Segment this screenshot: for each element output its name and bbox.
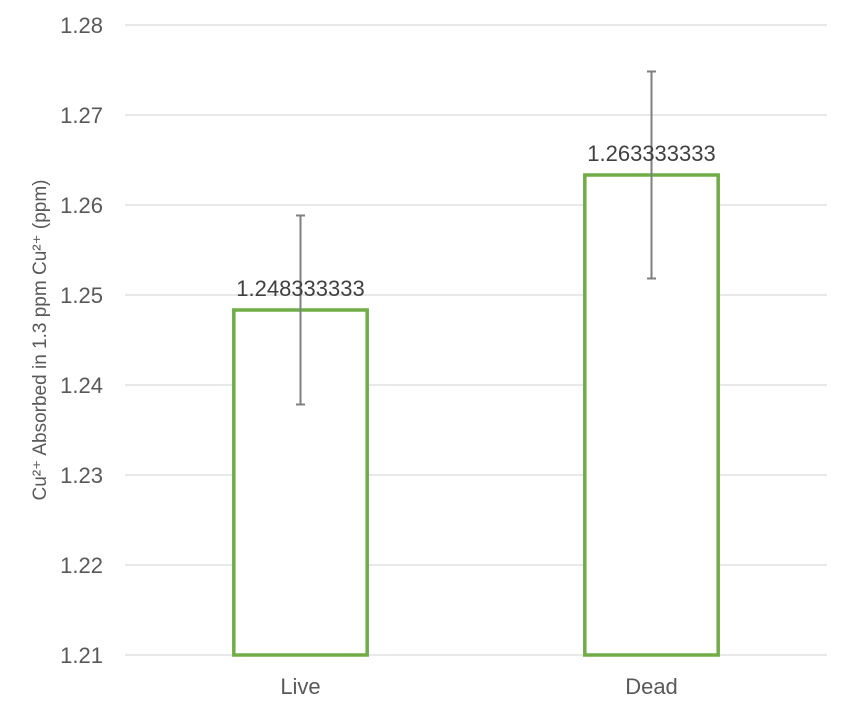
bars (232, 173, 720, 657)
x-axis-categories: Live Dead (280, 674, 677, 699)
y-tick-label: 1.24 (60, 373, 103, 398)
gridlines (125, 24, 827, 656)
x-category-label: Live (280, 674, 320, 699)
y-axis-ticks: 1.21 1.22 1.23 1.24 1.25 1.26 1.27 1.28 (60, 13, 103, 668)
y-tick-label: 1.26 (60, 193, 103, 218)
error-bars (296, 70, 656, 406)
y-tick-label: 1.27 (60, 103, 103, 128)
y-tick-label: 1.23 (60, 463, 103, 488)
y-tick-label: 1.21 (60, 643, 103, 668)
y-tick-label: 1.22 (60, 553, 103, 578)
error-bar (296, 214, 305, 406)
data-label: 1.248333333 (236, 276, 364, 301)
error-bar (647, 70, 656, 280)
data-labels: 1.248333333 1.263333333 (236, 141, 715, 301)
y-axis-title: Cu²⁺ Absorbed in 1.3 ppm Cu²⁺ (ppm) (30, 179, 51, 500)
x-category-label: Dead (625, 674, 678, 699)
y-tick-label: 1.25 (60, 283, 103, 308)
y-tick-label: 1.28 (60, 13, 103, 38)
data-label: 1.263333333 (587, 141, 715, 166)
